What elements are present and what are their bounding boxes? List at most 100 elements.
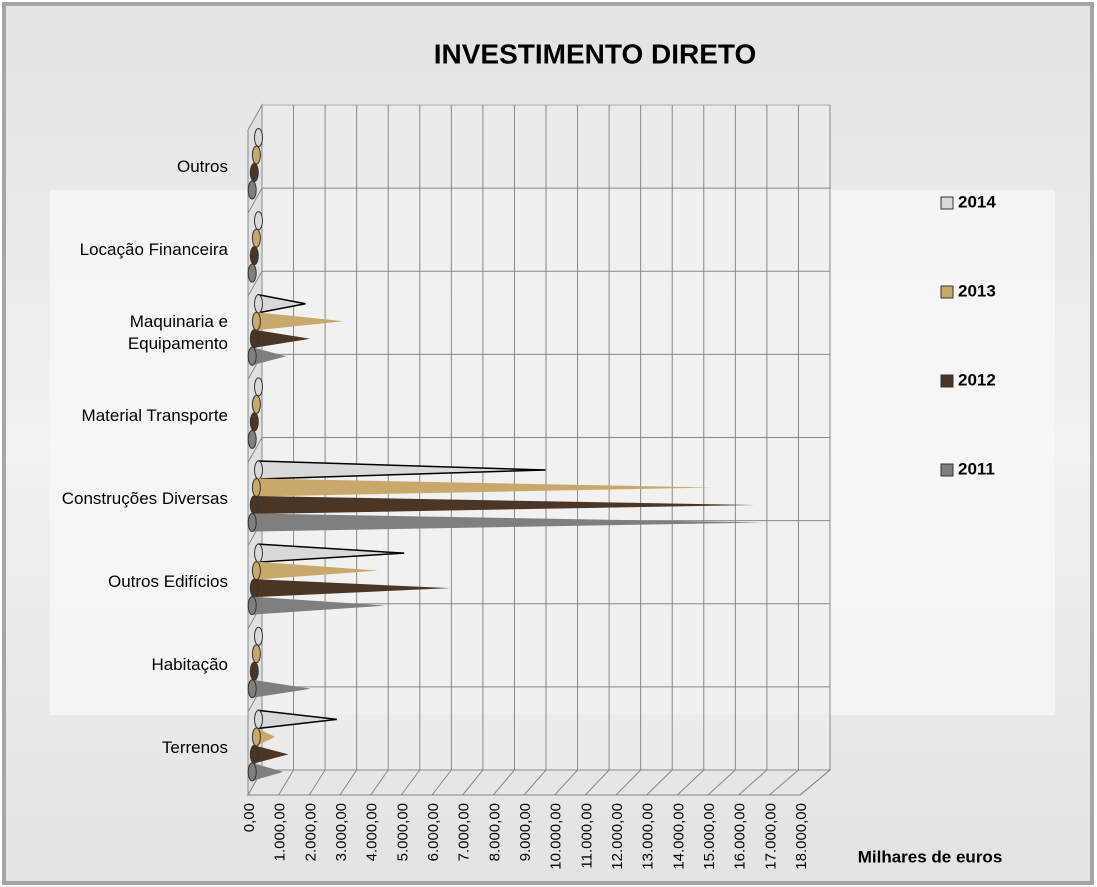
grid-line [676,769,705,796]
cone [254,329,311,348]
cone-base [251,394,261,414]
grid-line [554,769,578,796]
cone-base [254,626,263,646]
cone-base [247,762,257,782]
cone-base [249,744,259,764]
cone [254,496,755,514]
cone [252,513,766,532]
y-tick-label: Terrenos [161,738,228,758]
x-tick-label: 14.000,00 [670,803,687,870]
grid-line [799,769,831,796]
cone-base [254,460,263,480]
category-divider [247,187,263,214]
cone-base [251,228,261,248]
x-tick-label: 7.000,00 [456,803,473,861]
legend-swatch [940,374,954,388]
cone [254,579,451,598]
x-tick-label: 8.000,00 [486,803,503,861]
x-tick-label: 4.000,00 [364,803,381,861]
grid-line [769,769,799,796]
cone [256,727,276,746]
category-divider [247,271,263,297]
x-tick-label: 10.000,00 [548,803,565,870]
grid-line [523,769,547,796]
cone-base [247,180,257,200]
y-tick-label: Locação Financeira [79,239,228,259]
cone-base [249,246,259,266]
x-tick-label: 5.000,00 [394,803,411,861]
cone [252,679,311,698]
grid-line [738,769,768,796]
cone-base [254,128,263,147]
cone-base [254,294,263,314]
cone-base [249,495,259,515]
grid-line [339,769,358,796]
cone [256,312,344,331]
grid-line [400,769,421,796]
x-tick-label: 17.000,00 [762,803,779,870]
cone-base [251,727,261,747]
y-tick-label: Habitação [151,655,228,675]
x-axis-title: Milhares de euros [858,847,1003,866]
grid-line [308,769,326,796]
cone-base [247,346,257,366]
x-tick-label: 15.000,00 [701,803,718,870]
legend-label: 2011 [958,459,995,478]
cone-base [247,679,257,699]
grid-line [370,769,389,796]
y-tick-label: Material Transporte [81,405,228,425]
cone-base [247,596,257,616]
cone-base [249,578,259,598]
legend-label: 2012 [958,370,996,389]
grid-line [431,769,452,796]
cone [252,762,284,781]
y-tick-label: Outros Edifícios [108,572,228,592]
cone [256,478,714,497]
legend-swatch [940,285,954,299]
cone-base [247,263,257,283]
cone-base [251,561,261,581]
legend-swatch [940,463,954,477]
grid-line [278,769,294,796]
cone [254,745,289,764]
cone [252,596,386,615]
y-tick-label: Maquinaria e Equipamento [127,311,228,353]
y-tick-label: Outros [176,156,228,176]
cone-base [254,709,263,729]
grid-line [615,769,642,796]
cone-base [251,644,261,664]
grid-line [584,769,610,796]
y-tick-label: Construções Diversas [61,489,228,509]
x-tick-label: 18.000,00 [793,803,810,870]
cone-base [251,145,261,165]
legend-label: 2013 [958,281,996,300]
chart-title: INVESTIMENTO DIRETO [434,38,757,69]
x-tick-label: 3.000,00 [333,803,350,861]
legend-label: 2014 [958,192,996,211]
x-tick-label: 11.000,00 [578,803,595,869]
x-tick-label: 1.000,00 [272,803,289,861]
cone-base [249,661,259,681]
cone-base [249,329,259,349]
grid-line [707,769,736,796]
cone-base [249,163,259,182]
legend-swatch [940,196,954,210]
cone-base [247,429,257,449]
x-tick-label: 12.000,00 [609,803,626,870]
cone-base [254,543,263,563]
grid-line [462,769,484,796]
x-tick-label: 6.000,00 [425,803,442,861]
x-tick-label: 16.000,00 [732,803,749,870]
x-tick-label: 0,00 [241,803,258,832]
x-tick-label: 2.000,00 [302,803,319,861]
cone [252,347,287,366]
cone [256,561,379,580]
x-tick-label: 13.000,00 [640,803,657,870]
grid-line [646,769,673,796]
cone-base [251,311,261,331]
category-divider [247,437,263,463]
cone-base [254,211,263,231]
cone-base [249,412,259,432]
